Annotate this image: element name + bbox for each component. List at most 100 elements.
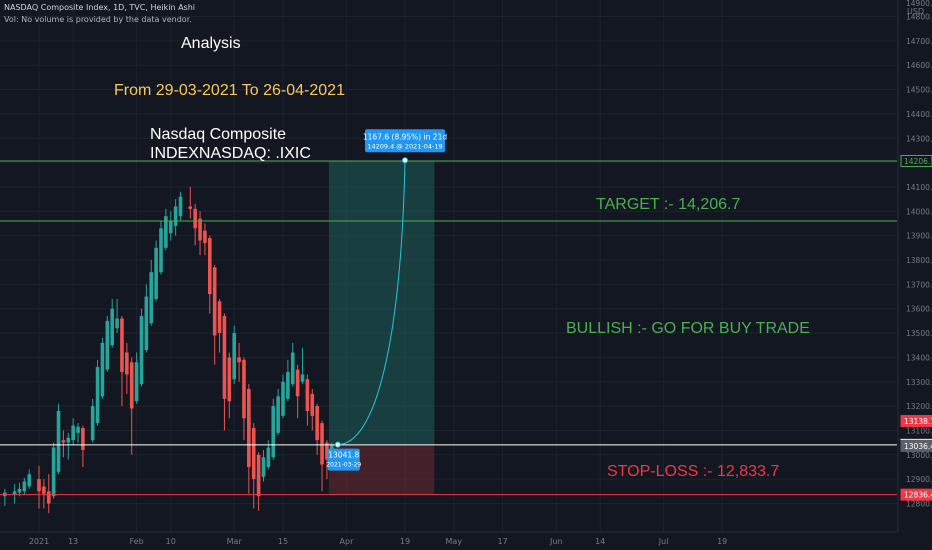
price-tick-label: 13400.0: [906, 353, 932, 362]
candle-body: [286, 372, 290, 399]
projection-start-label-box: [327, 448, 360, 471]
candle-body: [95, 367, 100, 424]
candle-body: [212, 267, 217, 336]
price-badge-label: 13036.4: [904, 442, 932, 451]
candle-body: [222, 316, 227, 399]
bullish-note: BULLISH :- GO FOR BUY TRADE: [566, 320, 810, 337]
price-badge: [900, 488, 932, 501]
candle-body: [261, 457, 266, 477]
time-tick-label: 2021: [29, 537, 49, 546]
price-tick-label: 13500.0: [906, 329, 932, 338]
price-tick-label: 14100.0: [906, 183, 932, 192]
time-tick-label: 13: [68, 537, 78, 546]
candle-body: [81, 428, 85, 450]
candle-body: [125, 352, 129, 375]
candle-body: [17, 488, 22, 493]
candle-body: [110, 308, 114, 346]
time-tick-label: Feb: [130, 537, 144, 546]
projection-curve[interactable]: [337, 160, 406, 446]
candle-body: [310, 393, 315, 416]
time-tick-label: 19: [717, 537, 727, 546]
volume-note: Vol: No volume is provided by the data v…: [4, 15, 192, 24]
price-tick-label: 14800.0: [906, 13, 932, 22]
candle-body: [61, 440, 66, 443]
candle-body: [208, 238, 212, 295]
price-tick-label: 13200.0: [906, 402, 932, 411]
price-tick-label: 13300.0: [906, 378, 932, 387]
price-axis[interactable]: 12800.0 12900.0 13000.0 13100.0 13200.0 13300…: [897, 0, 932, 532]
time-tick-label: 15: [278, 537, 288, 546]
projection-start-label: 13041.8 2021-03-29: [326, 448, 361, 471]
candle-body: [266, 447, 271, 467]
projection-end-label-line2: 14209.4 @ 2021-04-19: [367, 142, 442, 150]
candle-body: [129, 362, 134, 409]
price-axis-unit: USD: [907, 7, 924, 16]
time-tick-label: Apr: [340, 537, 355, 546]
chart-symbol-header: NASDAQ Composite Index, 1D, TVC, Heikin …: [4, 3, 196, 12]
candle-body: [247, 389, 251, 467]
candle-body: [144, 296, 149, 351]
projection-end-label-line1: 1167.6 (8.95%) in 21d: [363, 132, 447, 141]
candle-body: [276, 396, 280, 433]
time-tick-label: Jun: [549, 537, 563, 546]
price-tick-label: 13000.0: [906, 451, 932, 460]
projection-start-point[interactable]: [334, 441, 341, 448]
candle-body: [188, 206, 193, 209]
price-tick-label: 14500.0: [906, 86, 932, 95]
price-tick-label: 14300.0: [906, 134, 932, 143]
stop-loss-note: STOP-LOSS :- 12,833.7: [607, 463, 780, 480]
candle-body: [173, 206, 178, 226]
projection-start-label-value: 13041.8: [328, 451, 359, 460]
date-range-note: From 29-03-2021 To 26-04-2021: [114, 82, 345, 99]
candle-body: [56, 410, 61, 472]
candle-body: [37, 479, 41, 492]
candle-body: [227, 357, 232, 402]
candle-body: [115, 318, 119, 329]
candle-body: [159, 228, 163, 273]
candle-body: [164, 216, 168, 248]
candle-body: [193, 208, 197, 229]
candle-body: [295, 369, 300, 397]
time-axis[interactable]: 2021 13 Feb 10 Mar 15 Apr 19 May 17 Jun 14 Jul 19: [0, 531, 897, 546]
time-tick-label: 17: [498, 537, 508, 546]
price-tick-label: 14000.0: [906, 207, 932, 216]
price-tick-label: 14900.0: [906, 0, 932, 8]
candle-body: [217, 301, 222, 334]
projection-start-label-date: 2021-03-29: [326, 462, 361, 469]
candle-body: [139, 316, 144, 385]
candle-body: [290, 352, 295, 385]
candle-body: [232, 333, 236, 380]
candle-body: [42, 486, 46, 494]
candle-body: [22, 481, 27, 492]
candle-body: [168, 221, 173, 234]
target-zone: [328, 160, 435, 445]
price-tick-label: 13900.0: [906, 232, 932, 241]
price-tick-label: 12800.0: [906, 500, 932, 509]
projection-end-label: 1167.6 (8.95%) in 21d 14209.4 @ 2021-04-…: [363, 129, 447, 153]
candle-body: [315, 406, 319, 441]
candle-body: [320, 423, 324, 465]
candle-body: [237, 357, 241, 363]
candle-body: [300, 374, 305, 382]
price-tick-label: 12900.0: [906, 475, 932, 484]
candle-body: [71, 425, 75, 441]
candle-body: [242, 359, 246, 419]
candle-body: [178, 196, 183, 217]
price-badge-label: 13138.7: [904, 417, 932, 426]
projection-end-point[interactable]: [402, 157, 408, 164]
price-badge: [900, 415, 932, 428]
candle-body: [154, 247, 158, 299]
candle-body: [271, 406, 276, 458]
candle-body: [149, 272, 154, 324]
analysis-title: Analysis: [181, 35, 241, 52]
candle-body: [305, 379, 310, 411]
candle-body: [203, 230, 207, 243]
price-tick-label: 14600.0: [906, 61, 932, 70]
price-badge-label: 12836.4: [904, 491, 932, 500]
candle-body: [76, 426, 80, 433]
target-note: TARGET :- 14,206.7: [596, 196, 741, 213]
candle-body: [90, 406, 95, 441]
candle-body: [256, 454, 261, 497]
candle-body: [46, 491, 51, 504]
